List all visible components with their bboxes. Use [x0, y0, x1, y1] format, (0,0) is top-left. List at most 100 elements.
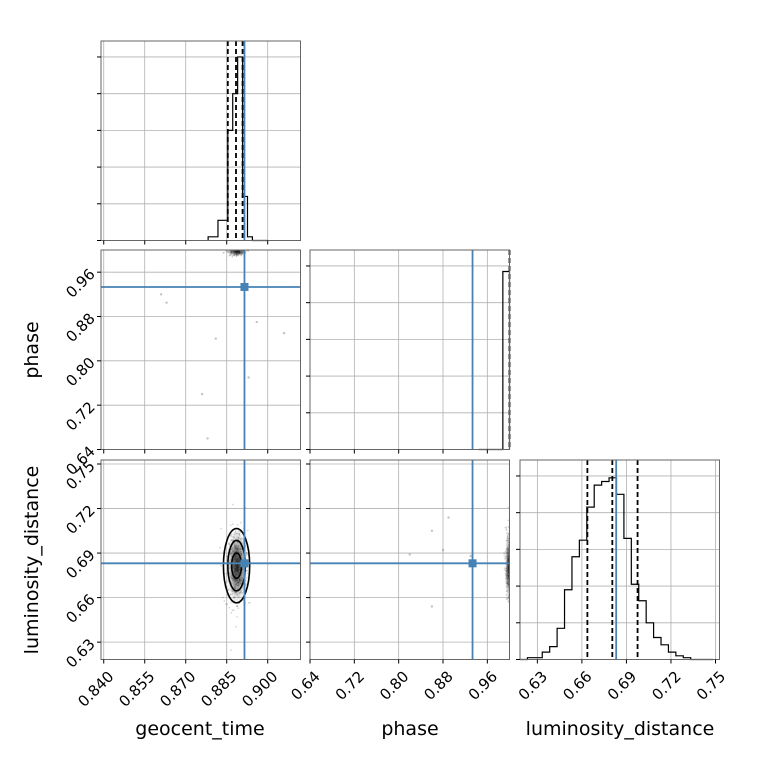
- sample-point: [510, 551, 512, 553]
- sample-point: [230, 524, 232, 526]
- xtick-label-phase: 0.80: [376, 668, 412, 704]
- sample-point: [512, 581, 514, 583]
- xtick-label-luminosity_distance: 0.72: [648, 668, 684, 704]
- sample-point: [231, 248, 233, 250]
- sample-point: [505, 529, 508, 532]
- ytick-label-phase: 0.96: [62, 265, 98, 301]
- sample-point: [237, 607, 240, 610]
- xtick-label-luminosity_distance: 0.69: [604, 668, 640, 704]
- sample-point: [231, 609, 234, 612]
- truth-marker: [240, 559, 249, 568]
- xlabel-phase: phase: [381, 718, 438, 740]
- sample-point: [510, 575, 512, 577]
- panel-frame: [309, 459, 510, 660]
- xlabel-luminosity_distance: luminosity_distance: [526, 718, 715, 740]
- sample-point: [510, 558, 512, 560]
- sample-point: [510, 566, 512, 568]
- sample-point: [234, 246, 236, 248]
- sample-point: [512, 546, 514, 548]
- panel-frames: [100, 40, 720, 660]
- sample-point: [220, 527, 222, 530]
- sample-point: [226, 603, 229, 606]
- panel-luminosity_distance-vs-geocent_time: [101, 460, 300, 660]
- sample-point: [220, 564, 222, 567]
- sample-point: [503, 555, 506, 557]
- sample-point: [510, 572, 512, 574]
- sample-point: [510, 555, 512, 557]
- sample-point: [510, 562, 512, 564]
- sample-point: [255, 320, 258, 324]
- sample-point: [511, 564, 513, 566]
- sample-point: [503, 552, 505, 554]
- sample-point: [509, 565, 510, 567]
- sample-point: [238, 247, 240, 249]
- sample-point: [511, 567, 513, 569]
- xtick-label-luminosity_distance: 0.75: [693, 668, 729, 704]
- sample-point: [512, 529, 514, 531]
- sample-point: [513, 583, 515, 585]
- panel-luminosity_distance-vs-phase: [310, 460, 510, 660]
- xtick-label-luminosity_distance: 0.66: [559, 668, 595, 704]
- sample-point: [510, 587, 512, 589]
- sample-point: [511, 583, 513, 585]
- sample-point: [509, 551, 510, 553]
- sample-point: [231, 256, 234, 258]
- ytick-label-phase: 0.72: [62, 398, 98, 434]
- sample-point: [206, 437, 209, 440]
- sample-point: [509, 601, 510, 602]
- xtick-label-geocent_time: 0.900: [238, 668, 281, 711]
- sample-point: [511, 550, 513, 552]
- xtick-label-phase: 0.96: [465, 668, 501, 704]
- sample-point: [511, 548, 513, 550]
- xlabel-geocent_time: geocent_time: [135, 718, 264, 740]
- sample-point: [408, 553, 411, 556]
- sample-point: [512, 553, 514, 555]
- sample-point: [511, 574, 513, 576]
- sample-point: [512, 562, 514, 564]
- sample-point: [511, 552, 513, 554]
- sample-point: [469, 554, 472, 558]
- sample-point: [234, 248, 236, 250]
- sample-point: [505, 528, 508, 530]
- ylabel-phase: phase: [21, 321, 43, 378]
- sample-point: [165, 301, 168, 304]
- sample-point: [512, 548, 514, 550]
- sample-point: [236, 524, 239, 526]
- sample-point: [512, 565, 514, 567]
- sample-point: [511, 548, 513, 550]
- xtick-label-phase: 0.88: [420, 668, 456, 704]
- sample-point: [512, 540, 514, 542]
- ytick-label-luminosity_distance: 0.63: [62, 635, 98, 671]
- sample-point: [430, 529, 434, 533]
- sample-point: [509, 567, 510, 568]
- sample-point: [447, 516, 450, 519]
- sample-point: [228, 254, 231, 257]
- xtick-label-luminosity_distance: 0.63: [515, 668, 551, 704]
- xtick-label-geocent_time: 0.885: [197, 668, 240, 711]
- panel-geocent_time-hist: [101, 41, 300, 240]
- sample-point: [511, 528, 513, 530]
- sample-point: [236, 605, 239, 608]
- hist-geocent_time: [207, 56, 268, 242]
- gridlines: [101, 41, 720, 660]
- sample-point: [233, 609, 235, 611]
- sample-point: [509, 568, 510, 570]
- density-blob: [226, 250, 248, 257]
- sample-point: [230, 601, 232, 604]
- sample-point: [512, 571, 514, 573]
- truth-marker: [468, 559, 477, 568]
- sample-point: [231, 523, 234, 526]
- xtick-label-phase: 0.64: [287, 668, 323, 704]
- xtick-label-geocent_time: 0.840: [74, 668, 117, 711]
- sample-point: [504, 526, 506, 529]
- sample-point: [512, 571, 514, 573]
- xtick-label-geocent_time: 0.870: [156, 668, 199, 711]
- sample-point: [507, 506, 509, 509]
- panel-frame: [100, 249, 301, 450]
- panel-phase-hist: [310, 250, 510, 450]
- sample-cloud: [222, 246, 250, 258]
- sample-point: [510, 556, 512, 558]
- sample-point: [511, 577, 513, 579]
- sample-point: [247, 602, 250, 604]
- outlier-group: [159, 293, 286, 440]
